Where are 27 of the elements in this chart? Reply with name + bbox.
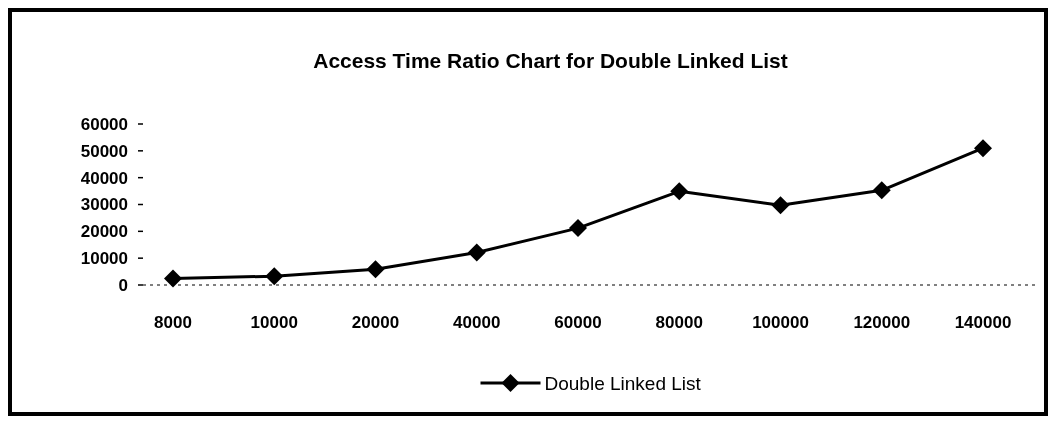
legend-label: Double Linked List <box>544 372 702 394</box>
y-tick-label: 0 <box>118 275 128 295</box>
point <box>569 219 587 238</box>
point <box>670 182 689 201</box>
y-tick-label: 10000 <box>80 249 128 269</box>
point <box>872 181 891 200</box>
x-tick-label: 20000 <box>351 313 400 332</box>
x-tick-label: 60000 <box>554 313 602 332</box>
x-tick-label: 100000 <box>752 313 809 332</box>
y-tick-label: 50000 <box>80 141 128 161</box>
x-tick-label: 80000 <box>655 313 703 332</box>
point <box>366 260 385 279</box>
chart-title: Access Time Ratio Chart for Double Linked List <box>313 49 788 72</box>
point <box>467 243 486 262</box>
x-tick-label: 40000 <box>453 313 501 332</box>
point <box>974 139 992 158</box>
point <box>265 267 284 286</box>
x-tick-label: 120000 <box>853 313 911 332</box>
y-tick-label: 40000 <box>80 168 128 188</box>
y-tick-label: 30000 <box>80 195 128 215</box>
x-tick-label: 10000 <box>250 313 298 332</box>
x-tick-label: 140000 <box>954 313 1012 332</box>
x-tick-label: 8000 <box>154 313 192 332</box>
point <box>771 196 790 215</box>
y-tick-label: 60000 <box>80 114 128 134</box>
point <box>164 269 182 288</box>
y-tick-label: 20000 <box>80 222 128 242</box>
